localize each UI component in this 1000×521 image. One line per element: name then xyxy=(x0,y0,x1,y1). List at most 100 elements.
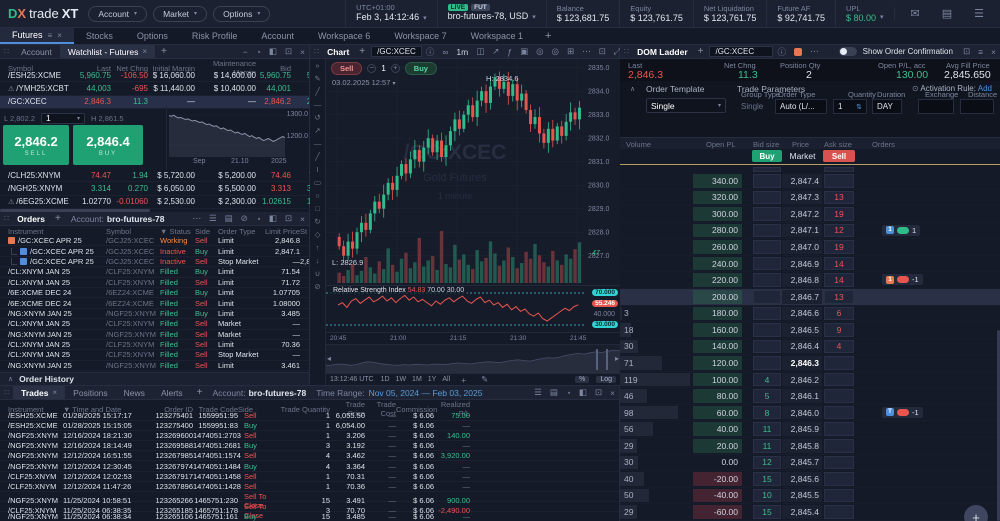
col-limit-price[interactable]: Limit Price xyxy=(264,226,300,236)
order-marker[interactable]: 1 -1 xyxy=(882,274,923,286)
hline-icon[interactable]: ― xyxy=(313,100,322,109)
order-row[interactable]: /CL:XNYM JAN 25/CLF25:XNYM Filled Buy Limit… xyxy=(0,267,309,278)
info-icon[interactable]: ⓘ xyxy=(777,46,786,57)
close-icon[interactable]: × xyxy=(52,388,58,397)
layout-icon[interactable]: ▤ xyxy=(941,8,953,20)
add-range-icon[interactable]: + xyxy=(461,374,467,385)
ask-size-cell[interactable] xyxy=(824,389,854,403)
col-commission[interactable]: Commission xyxy=(396,404,438,414)
order-type-select[interactable]: Auto (L/... xyxy=(775,99,827,114)
order-confirmation-toggle[interactable] xyxy=(838,47,857,56)
dom-row[interactable]: 50 -40.00 10 2,845.5 xyxy=(620,488,1000,505)
col-symbol[interactable]: Symbol xyxy=(8,63,34,73)
popout-icon[interactable]: ⊡ xyxy=(284,213,293,223)
watchlist-row[interactable]: /ESH25:XCME 5,960.75 -106.50 $ 16,060.00 $ 1… xyxy=(0,69,309,83)
nav-right-arrow-icon[interactable]: ▸ xyxy=(614,354,619,363)
activation-add-link[interactable]: Add xyxy=(977,84,992,93)
dom-row[interactable]: 240.00 2,846.9 14 xyxy=(620,256,1000,273)
range-all[interactable]: All xyxy=(442,376,451,383)
nav-handle[interactable] xyxy=(596,349,598,370)
col-trade-quantity[interactable]: Trade Quantity xyxy=(280,404,330,414)
dom-row[interactable]: 29 20.00 11 2,845.8 xyxy=(620,438,1000,455)
close-icon[interactable]: × xyxy=(142,47,148,56)
list-icon[interactable]: ☰ xyxy=(534,387,542,397)
draw-icon[interactable]: ✎ xyxy=(314,74,321,83)
bell-icon[interactable]: ◔ xyxy=(255,46,261,57)
col-bid[interactable]: Bid xyxy=(280,63,291,73)
order-row[interactable]: /GC:XCEC APR 25/GCJ25:XCEC Working Sell Lim… xyxy=(0,236,309,247)
exchange-input[interactable] xyxy=(918,99,954,114)
arrow-down-icon[interactable]: ↓ xyxy=(315,256,320,265)
ask-size-cell[interactable] xyxy=(824,174,854,188)
order-row[interactable]: /CL:XNYM JAN 25/CLF25:XNYM Filled Sell Limi… xyxy=(0,340,309,351)
ray-icon[interactable]: ― xyxy=(313,139,322,148)
dom-row[interactable]: 300.00 2,847.2 19 xyxy=(620,206,1000,223)
col-net-chng[interactable]: Net Chng xyxy=(116,63,148,73)
drag-handle-icon[interactable]: ∷ xyxy=(4,388,10,397)
ask-size-cell[interactable]: 6 xyxy=(824,306,854,321)
add-order-icon[interactable]: + xyxy=(54,213,61,224)
price-cell[interactable]: 2,846.7 xyxy=(782,289,822,304)
price-cell[interactable]: 2,846.0 xyxy=(782,405,822,420)
close-icon[interactable]: × xyxy=(300,213,305,224)
compare-icon[interactable]: ◎ xyxy=(536,46,544,56)
bid-size-cell[interactable] xyxy=(753,356,781,370)
watchlist-row[interactable]: ⚠/6EG25:XCME 1.02770 -0.01060 $ 2,530.00 $ 2… xyxy=(0,196,310,209)
ask-size-cell[interactable] xyxy=(824,455,854,470)
ask-size-cell[interactable] xyxy=(824,472,854,486)
list-icon[interactable]: ☰ xyxy=(208,213,217,223)
add-tab-icon[interactable]: + xyxy=(161,46,167,57)
bell-icon[interactable]: ◔ xyxy=(565,387,571,398)
price-cell[interactable]: 2,847.4 xyxy=(782,174,822,188)
trade-row[interactable]: /ESH25:XCME 01/28/2025 15:17:17 123275401 1… xyxy=(0,411,619,422)
order-row[interactable]: /6E:XCME DEC 24/6EZ24:XCME Filled Buy Limit… xyxy=(0,288,309,299)
sound-icon[interactable]: ◧ xyxy=(268,46,277,56)
time-range-value[interactable]: Nov 05, 2024 — Feb 03, 2025 xyxy=(368,387,483,398)
menu-icon[interactable]: ☰ xyxy=(974,8,984,20)
square-icon[interactable]: □ xyxy=(315,204,320,213)
trade-row[interactable]: /NGF25:XNYM 12/12/2024 12:30:45 123267974 1… xyxy=(0,461,619,472)
undo-icon[interactable]: ↺ xyxy=(314,113,321,122)
watchlist-row[interactable]: ⚠/YMH25:XCBT 44,003 -695 $ 11,440.00 $ 10,40… xyxy=(0,82,309,96)
order-row[interactable]: /GC:XCEC APR 25/GCJ25:XCEC Inactive Buy Lim… xyxy=(0,246,309,257)
dom-row[interactable]: 30 140.00 2,846.4 4 xyxy=(620,339,1000,356)
dom-row[interactable]: 56 40.00 11 2,845.9 xyxy=(620,421,1000,438)
order-row[interactable]: /NG:XNYM JAN 25/NGF25:XNYM Filled Sell Limi… xyxy=(0,361,309,371)
price-cell[interactable]: 2,846.6 xyxy=(782,306,822,321)
dom-row[interactable]: 260.00 2,847.0 19 xyxy=(620,239,1000,256)
dom-row[interactable]: 71 120.00 2,846.3 xyxy=(620,355,1000,372)
price-cell[interactable]: 2,846.4 xyxy=(782,339,822,354)
template-select[interactable]: Single ▾ xyxy=(646,98,726,113)
dom-row[interactable]: 220.00 2,846.8 14 1 -1 xyxy=(620,272,1000,289)
range-1y[interactable]: 1Y xyxy=(427,376,437,383)
bid-size-cell[interactable]: 11 xyxy=(753,422,781,436)
minimize-icon[interactable]: − xyxy=(242,46,248,57)
diamond-icon[interactable]: ◇ xyxy=(314,230,321,239)
chart-buy-button[interactable]: Buy xyxy=(404,62,437,75)
trendline-icon[interactable]: ↗ xyxy=(492,46,500,56)
col-order-type[interactable]: Order Type xyxy=(218,226,256,236)
nav-left-arrow-icon[interactable]: ◂ xyxy=(327,354,332,363)
workspace-tab-workspace-7[interactable]: Workspace 7 xyxy=(382,28,458,44)
order-row[interactable]: /NG:XNYM JAN 25/NGF25:XNYM Filled Buy Limit… xyxy=(0,309,309,320)
vertical-scrollbar[interactable] xyxy=(997,330,1000,521)
watchlist-row[interactable]: /GC:XCEC 2,846.3 11.3 — — 2,846.22,8 xyxy=(0,95,309,109)
chart-type-icon[interactable]: ◫ xyxy=(476,46,485,56)
add-workspace-icon[interactable]: + xyxy=(545,30,552,42)
percent-scale-button[interactable]: % xyxy=(575,376,590,383)
ask-size-cell[interactable] xyxy=(824,356,854,370)
price-cell[interactable]: 2,846.1 xyxy=(782,389,822,403)
price-cell[interactable]: 2,845.9 xyxy=(782,422,822,436)
order-row[interactable]: /CL:XNYM JAN 25/CLF25:XNYM Filled Sell Stop… xyxy=(0,350,309,361)
order-history-bar[interactable]: ∧ Order History xyxy=(0,372,310,385)
add-tab-icon[interactable]: + xyxy=(196,387,203,398)
price-cell[interactable]: 2,846.3 xyxy=(782,356,822,370)
quantity-select[interactable]: 1 ▾ xyxy=(41,112,85,124)
price-cell[interactable]: 2,845.8 xyxy=(782,439,822,453)
info-icon[interactable]: ⓘ xyxy=(425,46,435,57)
add-dom-icon[interactable]: + xyxy=(697,46,704,57)
remove-drawings-icon[interactable]: ⊘ xyxy=(314,282,321,291)
order-row[interactable]: /6E:XCME DEC 24/6EZ24:XCME Filled Sell Limi… xyxy=(0,298,309,309)
ask-size-cell[interactable] xyxy=(824,439,854,453)
